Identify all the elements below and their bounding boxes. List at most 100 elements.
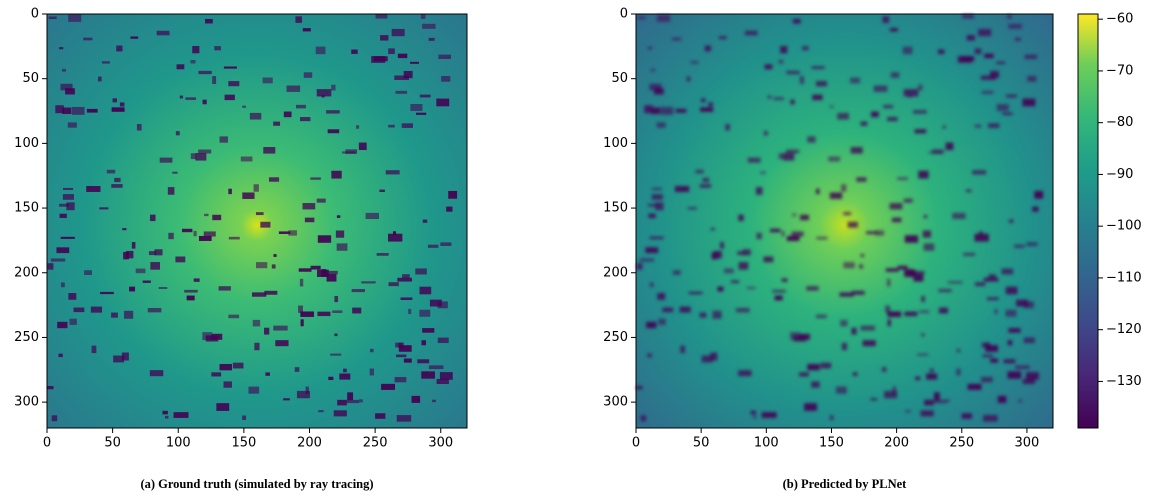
building bbox=[701, 98, 705, 102]
building bbox=[359, 143, 367, 150]
building bbox=[794, 335, 807, 341]
building bbox=[68, 122, 77, 127]
building bbox=[229, 237, 240, 240]
y-tick-label: 300 bbox=[14, 395, 39, 410]
building bbox=[662, 308, 673, 313]
building bbox=[1014, 245, 1024, 248]
building bbox=[870, 398, 877, 400]
building bbox=[61, 237, 75, 239]
building bbox=[448, 191, 457, 199]
building bbox=[66, 202, 74, 210]
building bbox=[370, 369, 374, 376]
building bbox=[714, 251, 722, 258]
colorbar-tick-label: −70 bbox=[1106, 63, 1133, 78]
building bbox=[886, 268, 899, 271]
building bbox=[417, 359, 429, 363]
building bbox=[301, 319, 304, 326]
building bbox=[915, 377, 920, 380]
building bbox=[322, 95, 325, 97]
building bbox=[775, 296, 783, 301]
building bbox=[700, 313, 707, 318]
building bbox=[408, 309, 411, 314]
y-tick-label: 200 bbox=[14, 265, 39, 280]
building bbox=[1006, 310, 1017, 317]
building bbox=[205, 19, 213, 24]
building bbox=[206, 335, 219, 341]
building bbox=[51, 258, 65, 261]
building bbox=[866, 231, 877, 234]
building bbox=[242, 416, 246, 420]
building bbox=[98, 77, 102, 82]
building bbox=[851, 328, 856, 335]
colorbar-tick-label: −120 bbox=[1106, 322, 1142, 337]
building bbox=[1004, 359, 1016, 363]
building bbox=[381, 384, 395, 390]
y-tick-label: 0 bbox=[31, 7, 39, 22]
building bbox=[712, 311, 721, 319]
building bbox=[298, 306, 303, 313]
building bbox=[1018, 400, 1022, 402]
building bbox=[778, 60, 783, 63]
building bbox=[401, 297, 413, 300]
building bbox=[347, 392, 353, 400]
building bbox=[882, 367, 887, 372]
building bbox=[1024, 55, 1037, 59]
building bbox=[905, 410, 910, 412]
building bbox=[68, 293, 76, 300]
building bbox=[269, 177, 279, 181]
building bbox=[921, 296, 925, 302]
building bbox=[884, 391, 897, 398]
building bbox=[765, 64, 773, 69]
building bbox=[256, 262, 267, 268]
building bbox=[416, 113, 426, 115]
building bbox=[773, 97, 784, 100]
building bbox=[934, 392, 940, 400]
building bbox=[1026, 242, 1037, 246]
building bbox=[807, 364, 819, 370]
colorbar bbox=[1078, 14, 1098, 428]
building bbox=[952, 213, 965, 219]
building bbox=[1008, 340, 1012, 345]
building bbox=[1023, 379, 1035, 384]
building bbox=[70, 319, 77, 325]
y-tick-label: 50 bbox=[22, 71, 39, 86]
building bbox=[990, 359, 998, 363]
building bbox=[717, 287, 723, 292]
building bbox=[929, 151, 942, 153]
colorbar-tick-label: −100 bbox=[1106, 219, 1142, 234]
building bbox=[398, 343, 403, 348]
building bbox=[748, 158, 761, 163]
building bbox=[279, 231, 290, 234]
building bbox=[216, 403, 229, 411]
building bbox=[1032, 207, 1038, 212]
building bbox=[420, 287, 432, 295]
building bbox=[720, 242, 724, 249]
building bbox=[738, 370, 751, 376]
building bbox=[921, 410, 934, 416]
building bbox=[648, 214, 655, 218]
building bbox=[975, 48, 982, 54]
building bbox=[126, 251, 134, 258]
building bbox=[351, 50, 357, 54]
x-tick-label: 250 bbox=[363, 436, 388, 451]
building bbox=[420, 95, 431, 98]
building bbox=[74, 308, 85, 313]
building bbox=[182, 229, 192, 232]
building bbox=[421, 15, 426, 19]
building bbox=[650, 282, 654, 287]
building bbox=[830, 416, 834, 420]
building bbox=[708, 102, 713, 106]
building bbox=[861, 254, 864, 257]
building bbox=[422, 328, 434, 333]
building bbox=[440, 372, 453, 380]
colorbar-tick-label: −80 bbox=[1106, 115, 1133, 130]
building bbox=[641, 415, 646, 421]
building bbox=[799, 372, 809, 376]
building bbox=[919, 310, 929, 313]
building bbox=[811, 381, 819, 387]
building bbox=[419, 310, 430, 317]
building bbox=[645, 247, 658, 253]
building bbox=[264, 328, 269, 335]
building bbox=[86, 186, 100, 192]
building bbox=[781, 231, 784, 236]
